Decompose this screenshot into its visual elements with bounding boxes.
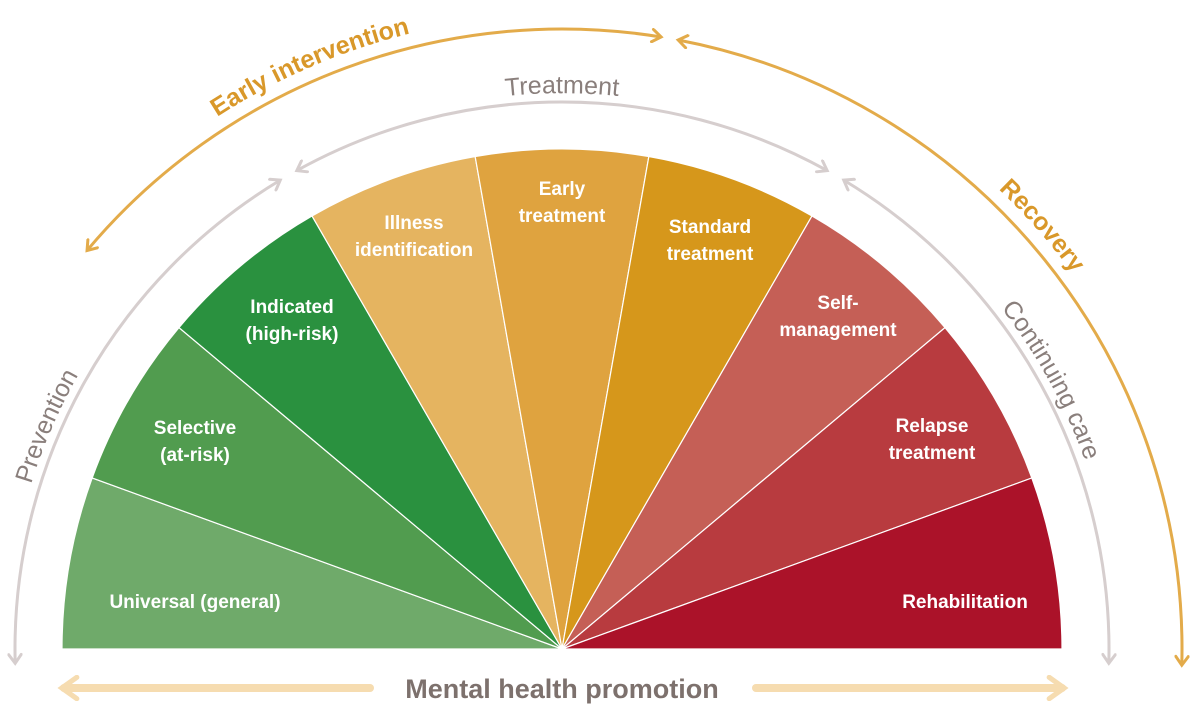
recovery-arrow <box>678 40 1182 665</box>
early-intervention-arrow <box>87 27 661 250</box>
early-intervention-label: Early intervention <box>205 12 411 122</box>
treatment-label: Treatment <box>504 71 621 102</box>
recovery-label: Recovery <box>994 173 1090 277</box>
mental-health-promotion-label: Mental health promotion <box>405 674 719 704</box>
segment-label: Rehabilitation <box>902 592 1028 613</box>
segment-label: Universal (general) <box>109 592 280 613</box>
mental-health-promotion-bar: Mental health promotion <box>64 674 1062 704</box>
